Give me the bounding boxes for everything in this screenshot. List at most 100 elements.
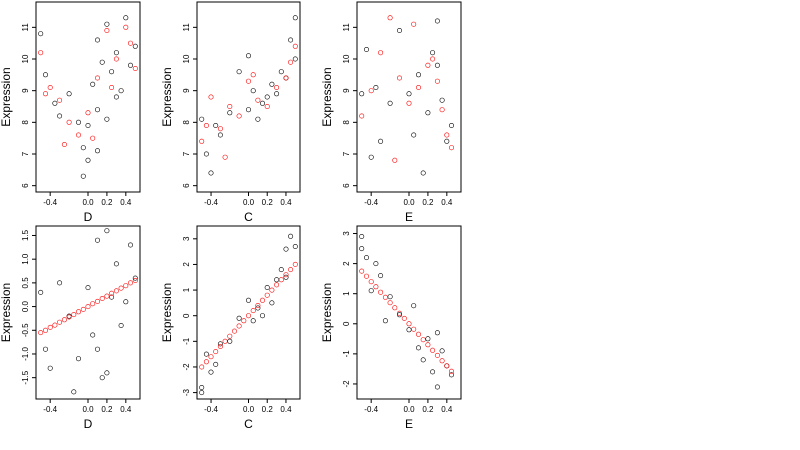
observed-point xyxy=(288,37,294,43)
observed-point xyxy=(274,277,280,283)
observed-point xyxy=(434,62,440,68)
observed-point xyxy=(227,338,233,344)
plot-frame xyxy=(35,1,141,193)
observed-point xyxy=(406,91,412,97)
observed-point xyxy=(203,151,209,157)
observed-point xyxy=(38,31,44,37)
y-tick-label: 10 xyxy=(21,54,30,63)
fitted-point xyxy=(387,300,393,306)
fitted-point xyxy=(42,327,48,333)
fitted-point xyxy=(104,293,110,299)
observed-point xyxy=(420,357,426,363)
observed-point xyxy=(430,50,436,56)
fitted-point xyxy=(90,135,96,141)
observed-point xyxy=(448,372,454,378)
observed-point xyxy=(132,275,138,281)
observed-point xyxy=(368,288,374,294)
y-axis-title: Expression xyxy=(0,283,13,342)
fitted-point xyxy=(444,363,450,369)
fitted-point xyxy=(199,138,205,144)
fitted-point xyxy=(396,75,402,81)
observed-point xyxy=(378,138,384,144)
fitted-point xyxy=(415,85,421,91)
y-tick-label: 0 xyxy=(182,313,191,318)
observed-point xyxy=(113,94,119,100)
observed-point xyxy=(71,389,77,395)
observed-point xyxy=(123,15,129,21)
fitted-point xyxy=(118,285,124,291)
observed-point xyxy=(95,346,101,352)
y-tick-label: 6 xyxy=(342,183,351,188)
scatter-panel-4: -0.4 0.0 0.2 0.4 -1.5 -1.0 -0.5 0.0 0.5 1.0 1.5 D Ex… xyxy=(0,225,141,431)
fitted-point xyxy=(109,290,115,296)
observed-point xyxy=(246,107,252,113)
fitted-point xyxy=(95,298,101,304)
y-tick-label: 1.5 xyxy=(21,229,30,241)
x-axis-title: D xyxy=(84,417,93,431)
fitted-point xyxy=(61,317,67,323)
fitted-point xyxy=(363,273,369,279)
observed-point xyxy=(250,318,256,324)
observed-point xyxy=(128,242,134,248)
y-tick-label: 3 xyxy=(342,231,351,236)
x-tick-label: -0.4 xyxy=(43,198,57,207)
observed-point xyxy=(387,294,393,300)
x-tick-label: 0.4 xyxy=(280,198,292,207)
x-axis-title: C xyxy=(244,417,253,431)
fitted-point xyxy=(392,157,398,163)
observed-point xyxy=(420,170,426,176)
x-tick-label: -0.4 xyxy=(364,198,378,207)
observed-point xyxy=(95,37,101,43)
fitted-point xyxy=(236,323,242,329)
y-axis-title: Expression xyxy=(160,67,174,126)
plot-frame xyxy=(196,225,301,400)
observed-point xyxy=(123,299,129,305)
scatter-panel-6: -0.4 0.0 0.2 0.4 -2 -1 0 1 2 3 E Expression xyxy=(320,225,462,431)
x-tick-label: 0.4 xyxy=(441,405,453,414)
observed-point xyxy=(90,81,96,87)
scatter-panel-5: -0.4 0.0 0.2 0.4 -3 -2 -1 0 1 2 3 C Expression xyxy=(160,225,301,431)
observed-point xyxy=(203,351,209,357)
fitted-point xyxy=(52,322,58,328)
fitted-point xyxy=(76,309,82,315)
fitted-point xyxy=(80,306,86,312)
observed-point xyxy=(236,315,242,321)
y-tick-label: 1.0 xyxy=(21,253,30,265)
observed-point xyxy=(264,284,270,290)
fitted-point xyxy=(387,15,393,21)
fitted-point xyxy=(430,347,436,353)
fitted-point xyxy=(434,352,440,358)
observed-point xyxy=(57,113,63,119)
observed-point xyxy=(411,303,417,309)
fitted-point xyxy=(128,280,134,286)
observed-point xyxy=(90,332,96,338)
observed-point xyxy=(425,110,431,116)
observed-point xyxy=(104,116,110,122)
fitted-point xyxy=(274,282,280,288)
x-tick-label: 0.4 xyxy=(280,405,292,414)
observed-point xyxy=(278,69,284,75)
observed-point xyxy=(217,132,223,138)
y-tick-label: -1.5 xyxy=(21,370,30,384)
observed-point xyxy=(47,365,53,371)
fitted-point xyxy=(132,66,138,72)
fitted-point xyxy=(425,62,431,68)
y-tick-label: 9 xyxy=(182,88,191,93)
fitted-point xyxy=(227,104,233,110)
y-tick-label: 11 xyxy=(21,23,30,32)
observed-point xyxy=(236,69,242,75)
fitted-point xyxy=(85,110,91,116)
y-tick-label: 2 xyxy=(342,261,351,266)
observed-point xyxy=(52,100,58,106)
scatter-panel-3: -0.4 0.0 0.2 0.4 6 7 8 9 10 11 E Expression xyxy=(320,1,462,224)
fitted-point xyxy=(264,292,270,298)
x-tick-label: 0.0 xyxy=(243,405,255,414)
observed-point xyxy=(283,274,289,280)
y-tick-label: 6 xyxy=(21,183,30,188)
y-tick-label: 2 xyxy=(182,262,191,267)
fitted-point xyxy=(448,145,454,151)
observed-point xyxy=(359,234,365,240)
observed-point xyxy=(373,85,379,91)
fitted-point xyxy=(227,333,233,339)
fitted-point xyxy=(109,85,115,91)
